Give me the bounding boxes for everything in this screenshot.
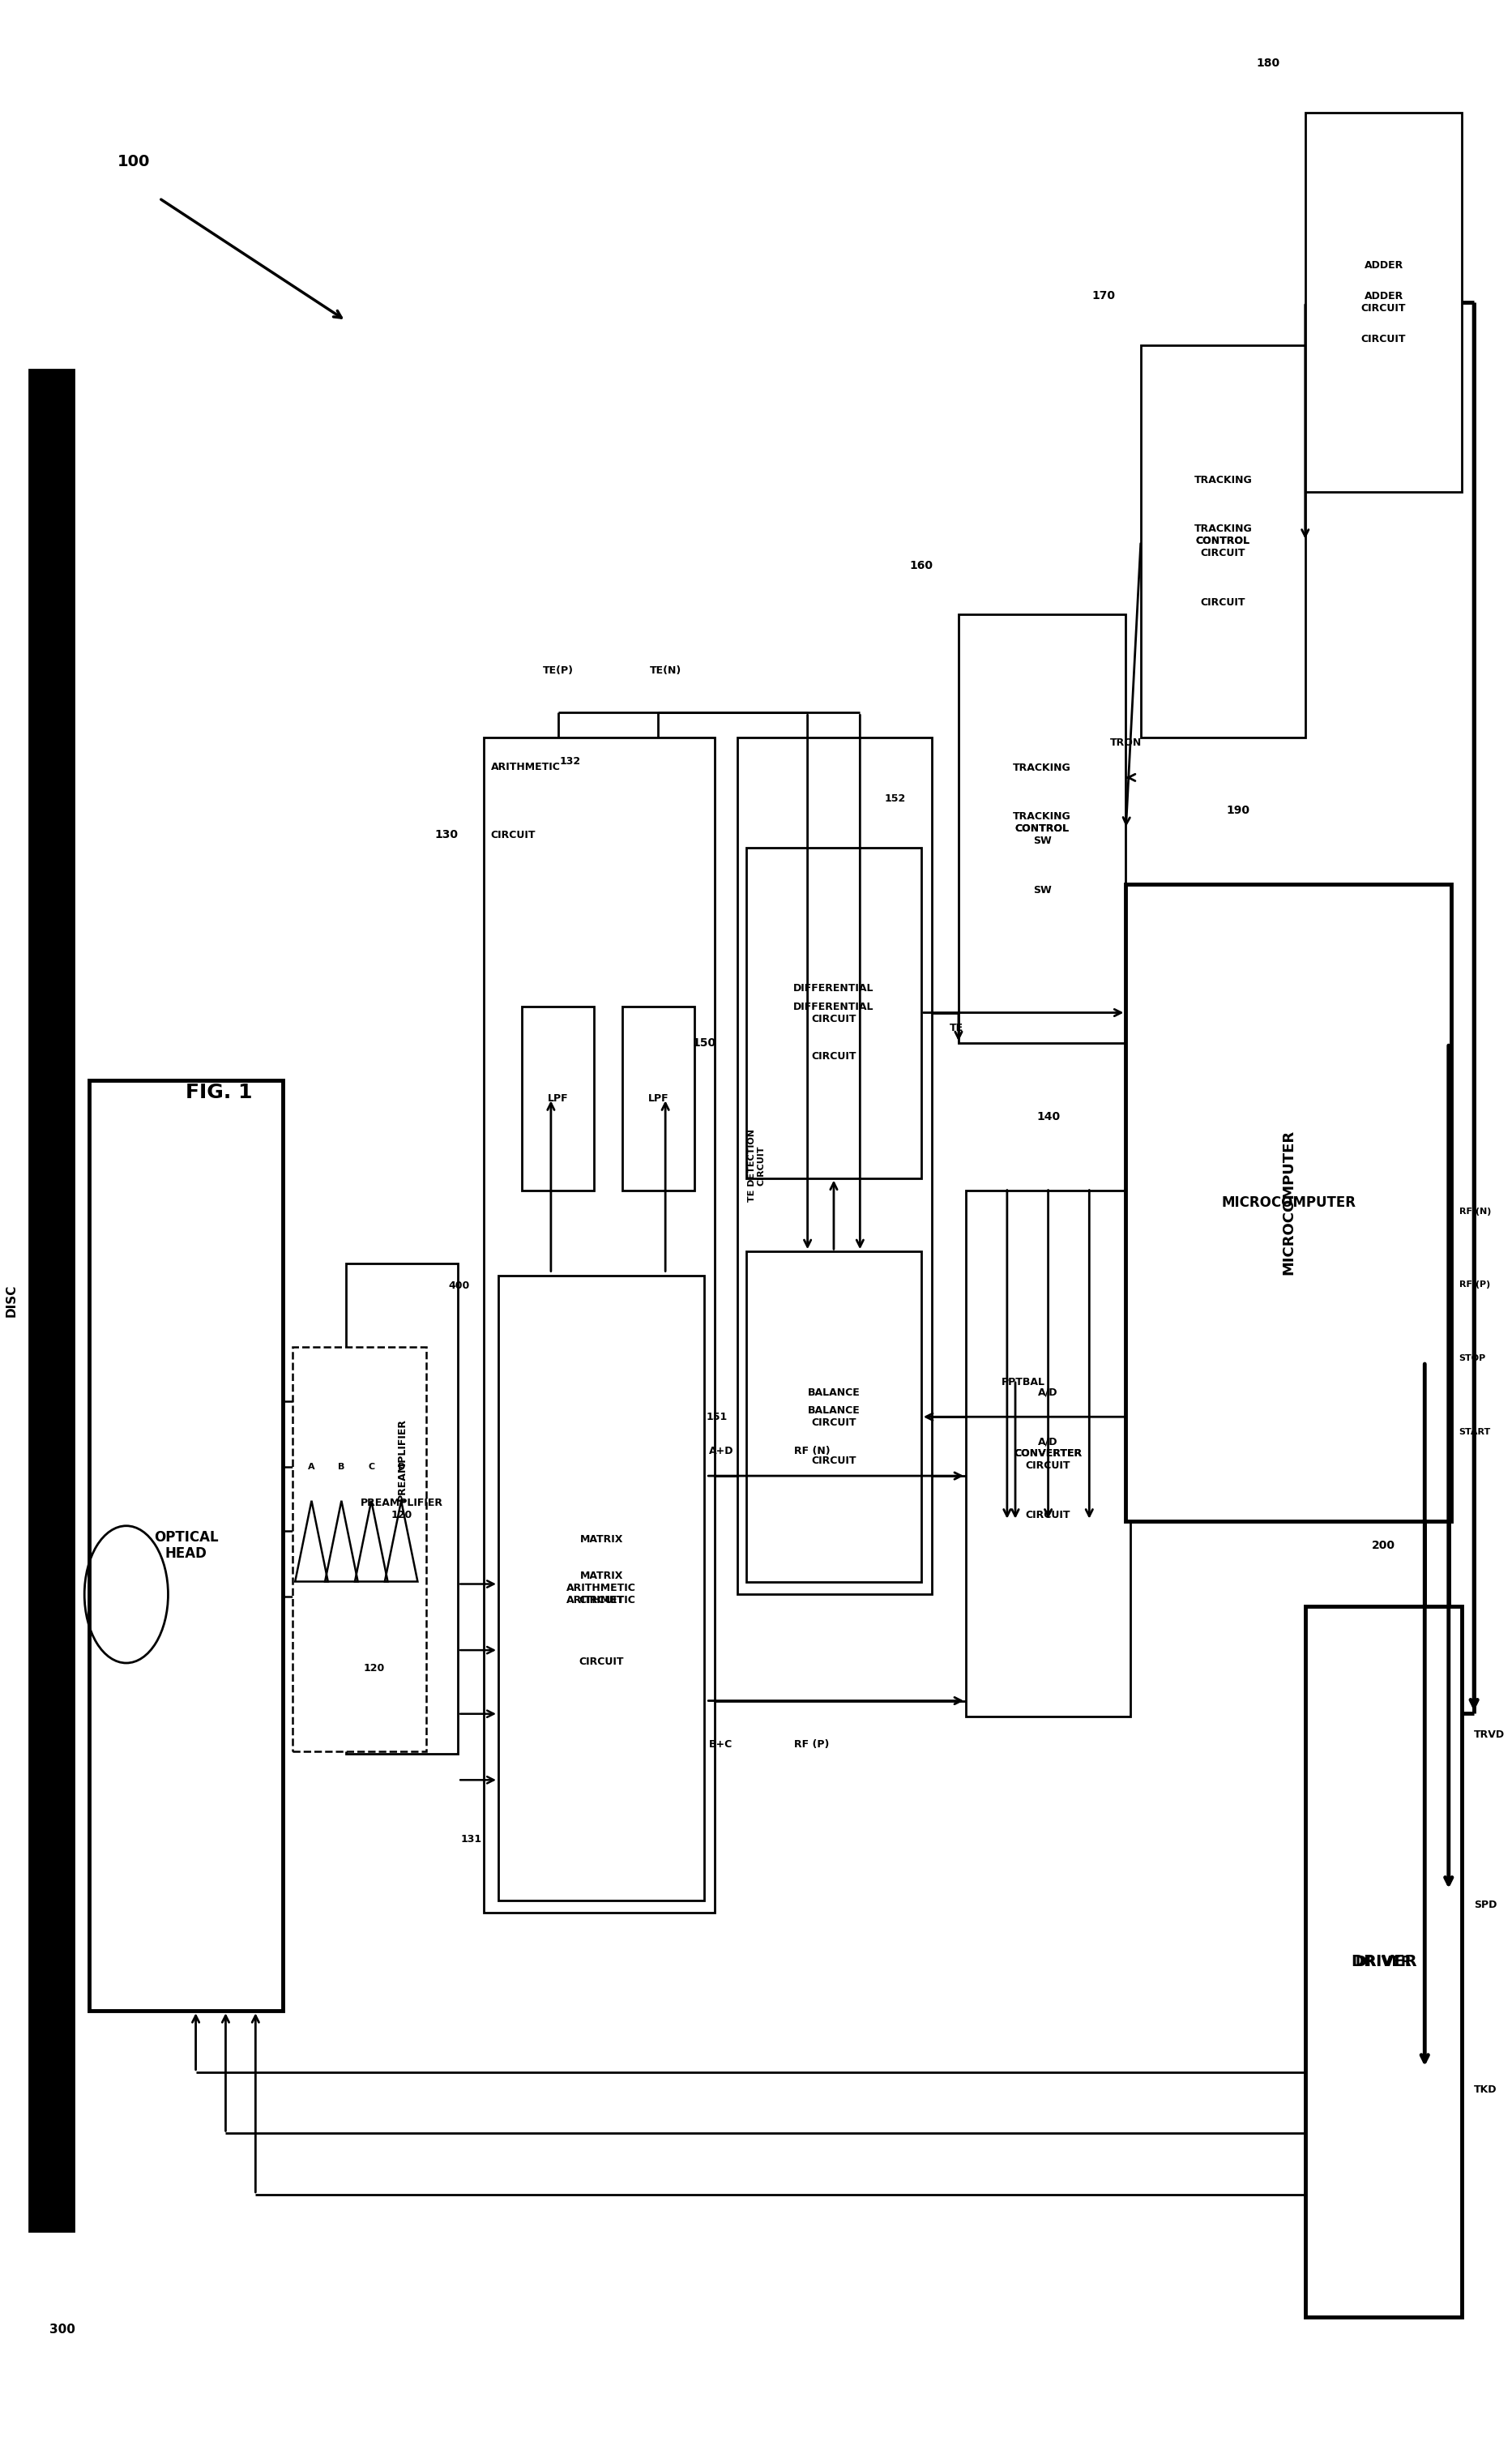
Text: TE DETECTION
CIRCUIT: TE DETECTION CIRCUIT: [748, 1129, 765, 1202]
FancyBboxPatch shape: [89, 1080, 283, 2010]
Text: MICROCOMPUTER: MICROCOMPUTER: [1222, 1195, 1356, 1210]
Text: 130: 130: [434, 829, 458, 842]
Text: CIRCUIT: CIRCUIT: [1201, 596, 1246, 609]
Text: TRACKING
CONTROL
CIRCUIT: TRACKING CONTROL CIRCUIT: [1194, 523, 1252, 560]
Text: 300: 300: [48, 2324, 76, 2336]
Text: ADDER
CIRCUIT: ADDER CIRCUIT: [1361, 292, 1406, 314]
FancyBboxPatch shape: [499, 1276, 705, 1899]
FancyBboxPatch shape: [738, 736, 931, 1595]
FancyBboxPatch shape: [1305, 1607, 1462, 2317]
FancyBboxPatch shape: [29, 371, 74, 2231]
Text: CIRCUIT: CIRCUIT: [812, 1050, 856, 1063]
Text: TRACKING
CONTROL
SW: TRACKING CONTROL SW: [1013, 812, 1072, 847]
Text: 160: 160: [909, 560, 933, 572]
Text: CIRCUIT: CIRCUIT: [579, 1656, 624, 1666]
Text: MICROCOMPUTER: MICROCOMPUTER: [1282, 1129, 1296, 1276]
Text: BALANCE: BALANCE: [807, 1387, 860, 1399]
Text: TE: TE: [950, 1023, 963, 1033]
Text: CONVERTER: CONVERTER: [1015, 1448, 1083, 1458]
Text: CONTROL: CONTROL: [1015, 825, 1069, 834]
Text: B: B: [339, 1463, 345, 1472]
Text: STOP: STOP: [1459, 1355, 1486, 1362]
FancyBboxPatch shape: [346, 1264, 458, 1755]
Text: DRIVER: DRIVER: [1350, 1953, 1417, 1971]
Text: 180: 180: [1256, 59, 1279, 69]
Text: RF (N): RF (N): [1459, 1207, 1491, 1215]
Text: A/D
CONVERTER
CIRCUIT: A/D CONVERTER CIRCUIT: [1015, 1436, 1083, 1470]
Text: MATRIX: MATRIX: [579, 1534, 623, 1544]
Text: 150: 150: [692, 1038, 717, 1048]
Text: 140: 140: [1036, 1112, 1060, 1121]
FancyBboxPatch shape: [1142, 346, 1305, 736]
Text: TRVD: TRVD: [1474, 1730, 1504, 1740]
Text: TRACKING: TRACKING: [1013, 763, 1072, 773]
FancyBboxPatch shape: [747, 1252, 921, 1583]
Text: CIRCUIT: CIRCUIT: [812, 1455, 856, 1465]
Text: SPD: SPD: [1474, 1899, 1497, 1909]
Text: MATRIX
ARITHMETIC
CIRCUIT: MATRIX ARITHMETIC CIRCUIT: [567, 1571, 637, 1605]
Text: DISC: DISC: [5, 1283, 17, 1318]
Text: 131: 131: [461, 1833, 482, 1845]
FancyBboxPatch shape: [966, 1190, 1131, 1718]
Text: DIFFERENTIAL: DIFFERENTIAL: [794, 984, 874, 994]
Text: 100: 100: [118, 155, 150, 169]
Text: BALANCE
CIRCUIT: BALANCE CIRCUIT: [807, 1406, 860, 1428]
Text: TRACKING: TRACKING: [1194, 474, 1252, 486]
Text: CIRCUIT: CIRCUIT: [491, 829, 535, 842]
FancyBboxPatch shape: [747, 847, 921, 1178]
Text: PREAMPLIFIER
120: PREAMPLIFIER 120: [361, 1497, 443, 1519]
Text: D: D: [398, 1463, 405, 1472]
Text: A: A: [308, 1463, 314, 1472]
Text: TRON: TRON: [1110, 739, 1142, 748]
Text: CIRCUIT: CIRCUIT: [1361, 334, 1406, 344]
Text: ARITHMETIC: ARITHMETIC: [491, 761, 561, 773]
Text: 151: 151: [706, 1411, 727, 1423]
Text: LPF: LPF: [647, 1092, 668, 1104]
Text: FIG. 1: FIG. 1: [186, 1082, 253, 1102]
Text: 400: 400: [449, 1281, 470, 1291]
Text: PREAMPLIFIER: PREAMPLIFIER: [396, 1418, 407, 1502]
Text: 200: 200: [1371, 1539, 1396, 1551]
Text: 132: 132: [559, 756, 581, 766]
Text: RF (P): RF (P): [1459, 1281, 1489, 1288]
Text: 120: 120: [363, 1664, 384, 1674]
Text: ADDER: ADDER: [1364, 260, 1403, 270]
Text: 190: 190: [1226, 805, 1250, 817]
Text: A+D: A+D: [709, 1445, 733, 1455]
Text: PPTBAL: PPTBAL: [1001, 1377, 1045, 1387]
Text: TE(P): TE(P): [543, 665, 573, 675]
Text: A/D: A/D: [1039, 1387, 1058, 1399]
FancyBboxPatch shape: [292, 1347, 426, 1752]
Text: TKD: TKD: [1474, 2083, 1497, 2096]
Text: ARITHMETIC: ARITHMETIC: [567, 1595, 637, 1605]
Text: DIFFERENTIAL
CIRCUIT: DIFFERENTIAL CIRCUIT: [794, 1001, 874, 1023]
Text: RF (N): RF (N): [794, 1445, 830, 1455]
Text: CIRCUIT: CIRCUIT: [1025, 1509, 1070, 1519]
FancyBboxPatch shape: [484, 736, 715, 1912]
Text: TE(N): TE(N): [650, 665, 682, 675]
FancyBboxPatch shape: [959, 614, 1126, 1043]
Text: LPF: LPF: [547, 1092, 569, 1104]
Text: CONTROL: CONTROL: [1196, 535, 1250, 547]
Text: 170: 170: [1092, 290, 1116, 302]
FancyBboxPatch shape: [1305, 113, 1462, 493]
FancyBboxPatch shape: [1126, 883, 1452, 1521]
FancyBboxPatch shape: [522, 1006, 594, 1190]
Text: SW: SW: [1033, 886, 1051, 896]
Text: START: START: [1459, 1428, 1491, 1436]
Text: B+C: B+C: [709, 1740, 733, 1750]
Text: DRIVER: DRIVER: [1355, 1953, 1412, 1968]
FancyBboxPatch shape: [623, 1006, 694, 1190]
Text: RF (P): RF (P): [794, 1740, 829, 1750]
Text: C: C: [367, 1463, 375, 1472]
Text: OPTICAL
HEAD: OPTICAL HEAD: [154, 1529, 218, 1561]
Text: 152: 152: [885, 793, 906, 802]
